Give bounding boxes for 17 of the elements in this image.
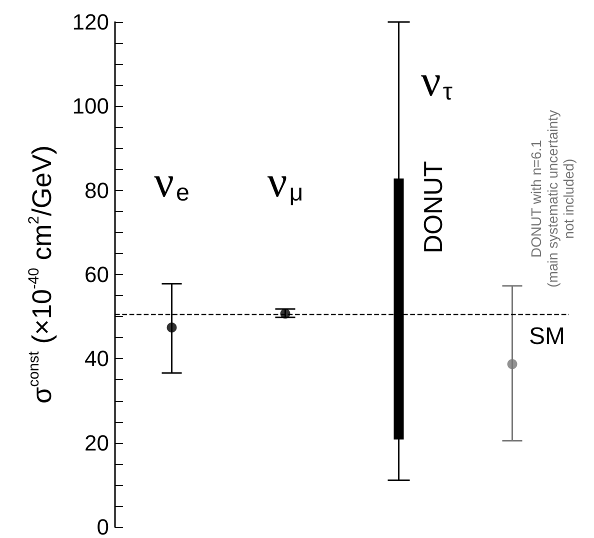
y-axis-title: σconst (×10-40 cm2/GeV) xyxy=(26,145,58,404)
annotation: ντ xyxy=(421,56,453,106)
y-tick-label: 80 xyxy=(84,178,109,203)
ref-line-label: SM xyxy=(529,322,565,350)
y-tick-label: 20 xyxy=(84,430,109,456)
annotation: DONUT with n=6.1 (main systematic uncertainty not included) xyxy=(528,110,576,288)
y-tick-label: 120 xyxy=(72,10,109,34)
point xyxy=(280,308,290,319)
point xyxy=(507,359,518,370)
point xyxy=(166,322,177,333)
annotation: νμ xyxy=(267,157,304,206)
y-tick-label: 100 xyxy=(72,94,109,119)
y-tick-label: 60 xyxy=(84,262,109,287)
annotation: DONUT xyxy=(418,160,448,254)
y-tick-label: 0 xyxy=(96,514,109,538)
annotation: νe xyxy=(154,157,190,206)
y-tick-label: 40 xyxy=(84,346,109,372)
